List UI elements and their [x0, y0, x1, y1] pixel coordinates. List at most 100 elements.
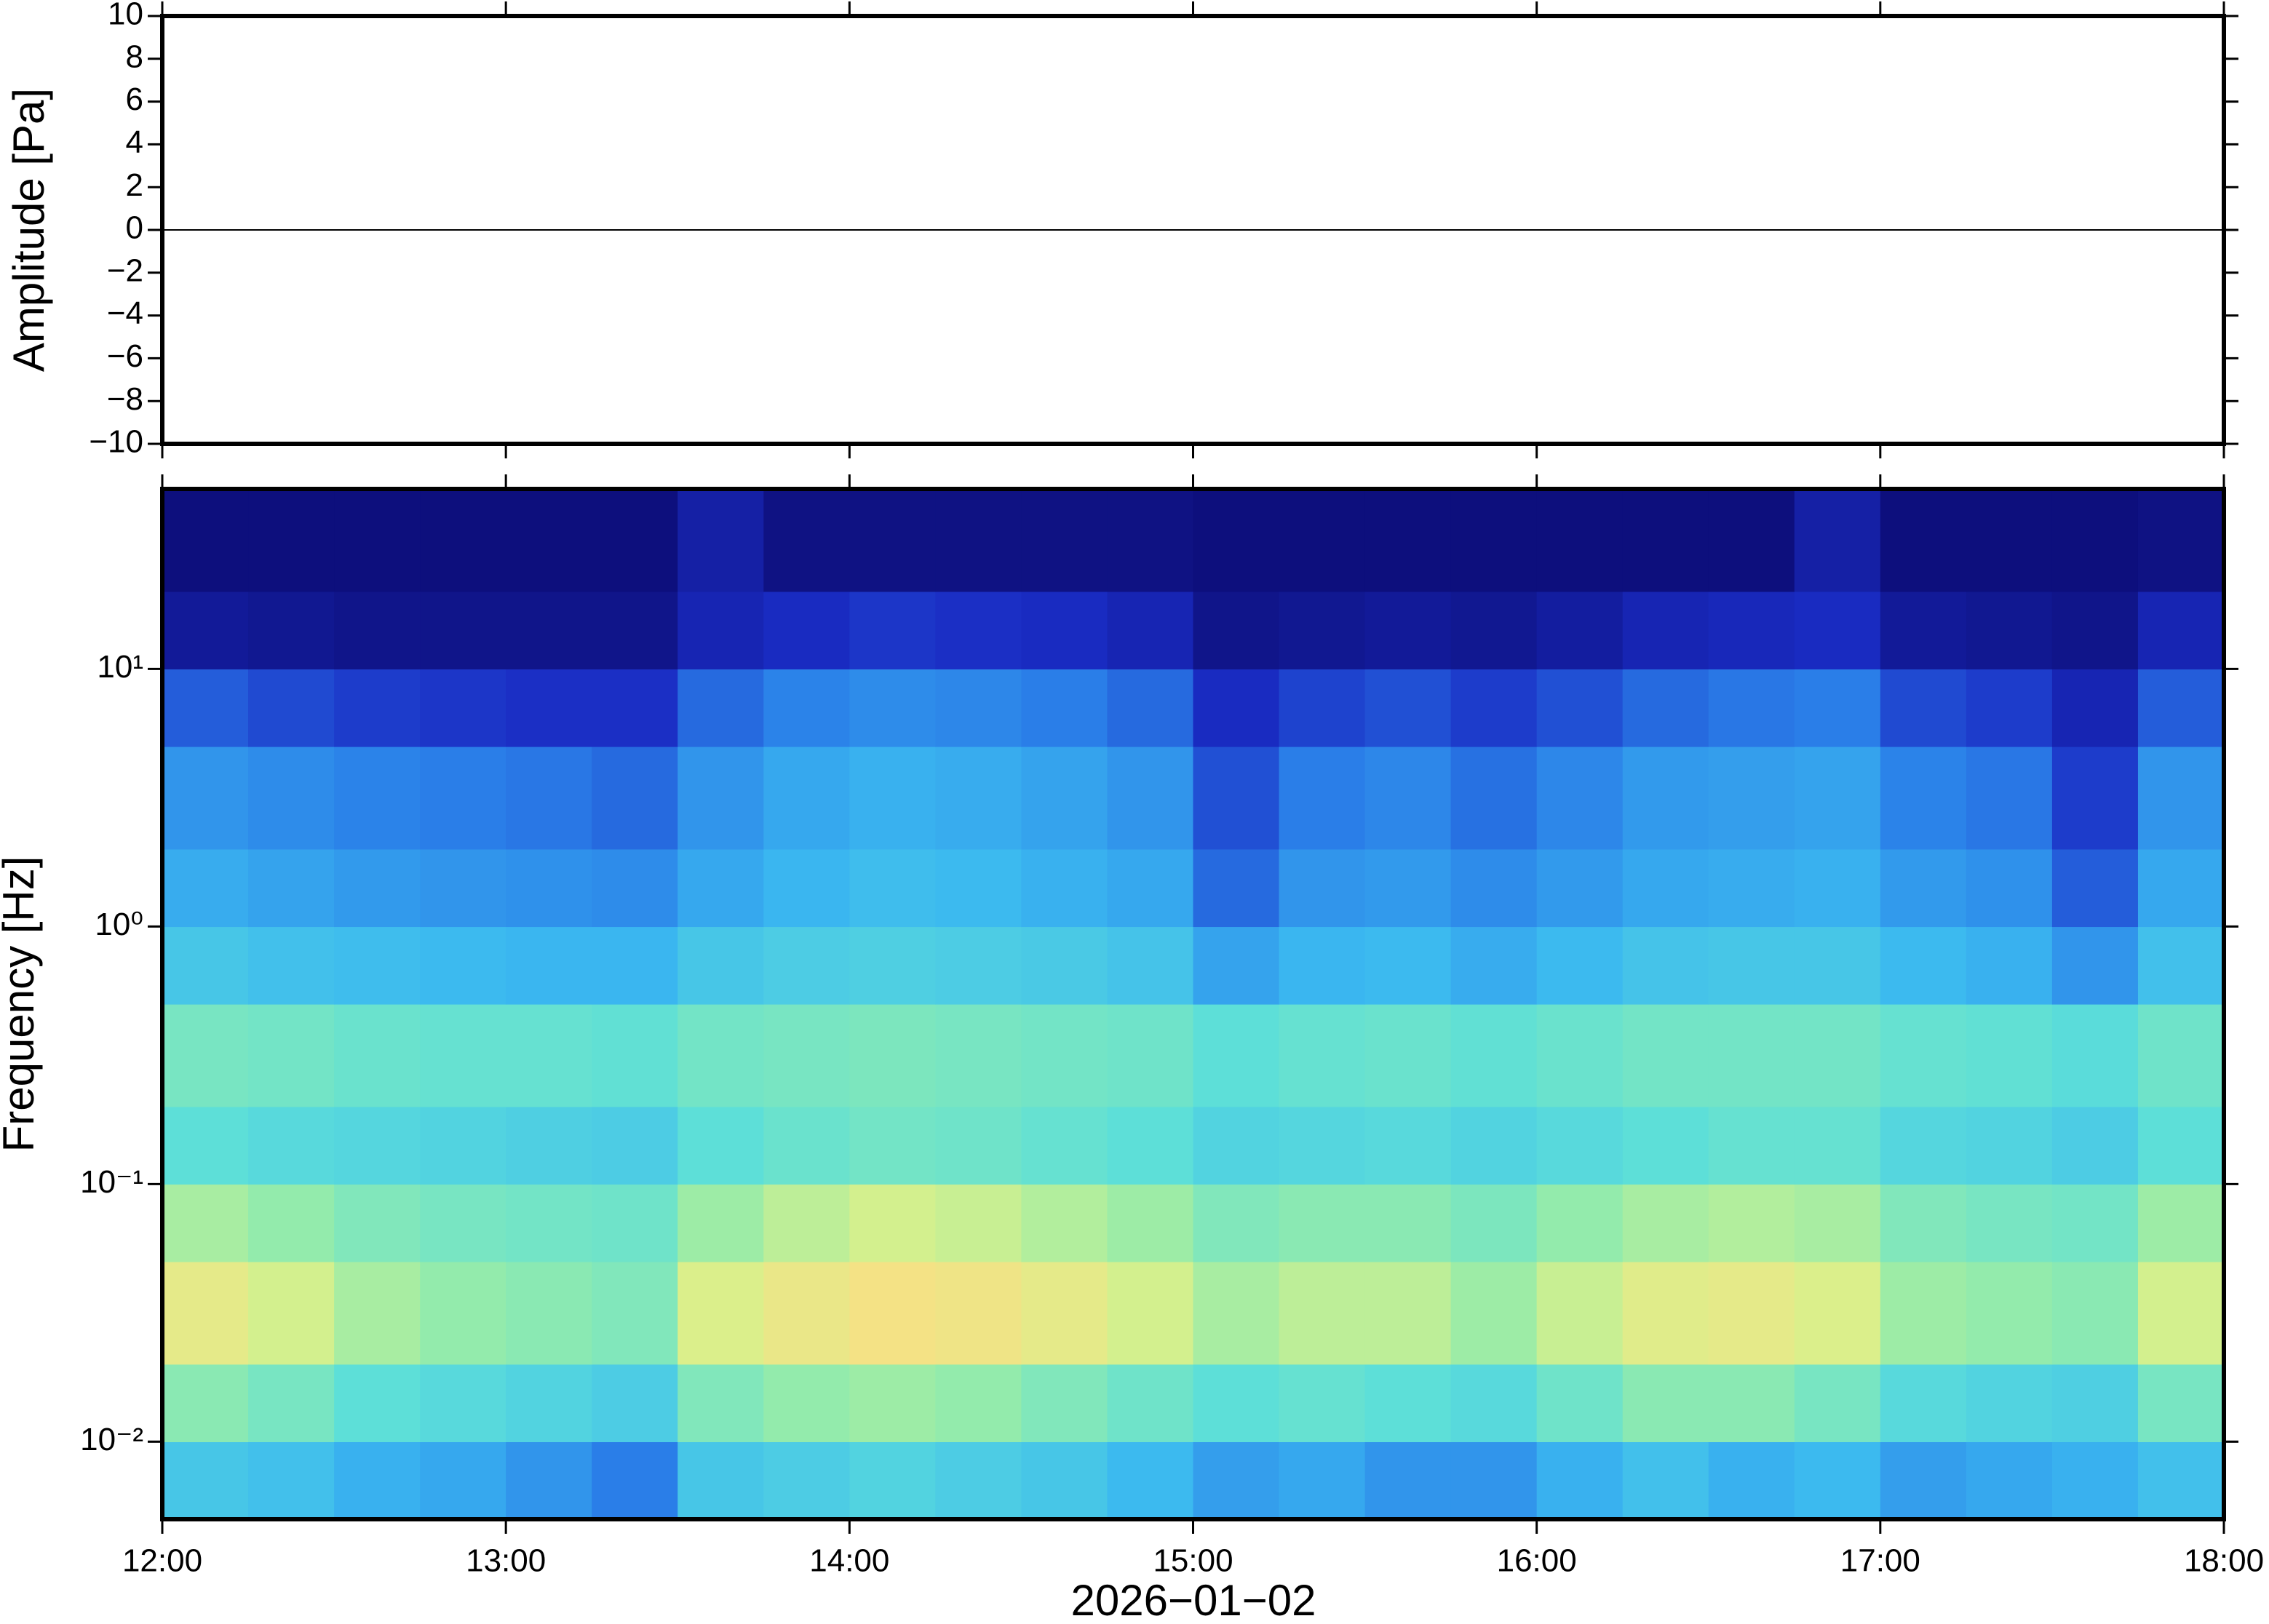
spectrogram-cell [763, 848, 850, 928]
y-tick-label: −10 [89, 424, 143, 460]
spectrogram-cell [248, 1262, 335, 1365]
spectrogram-cell [677, 1441, 764, 1520]
spectrogram-cell [1708, 489, 1795, 592]
spectrogram-cell [1708, 1441, 1795, 1520]
spectrogram-cell [849, 591, 936, 670]
spectrogram-cell [506, 1364, 592, 1443]
spectrogram-cell [162, 747, 249, 850]
spectrogram-cell [1021, 1441, 1108, 1520]
y-tick-label: −4 [107, 295, 143, 331]
spectrogram-cell [1021, 1004, 1108, 1107]
y-axis-label: Frequency [Hz] [0, 856, 43, 1153]
spectrogram-cell [1622, 1106, 1709, 1185]
spectrogram-cell [248, 591, 335, 670]
spectrogram-cell [1107, 926, 1194, 1005]
spectrogram-cell [849, 489, 936, 592]
spectrogram-cell [506, 1441, 592, 1520]
spectrogram-cell [1107, 591, 1194, 670]
spectrogram-cell [763, 1106, 850, 1185]
spectrogram-cell [1622, 669, 1709, 747]
x-axis-label: 2026−01−02 [1070, 1576, 1316, 1624]
spectrogram-cell [1021, 489, 1108, 592]
spectrogram-cell [763, 1184, 850, 1262]
spectrogram-cell [1021, 1262, 1108, 1365]
spectrogram-cell [1193, 489, 1280, 592]
spectrogram-cell [935, 926, 1022, 1005]
spectrogram-cell [1450, 926, 1538, 1005]
spectrogram-cell [592, 1184, 678, 1262]
spectrogram-cell [2137, 1364, 2225, 1443]
spectrogram-cell [420, 1184, 506, 1262]
spectrogram-cell [248, 1364, 335, 1443]
spectrogram-cell [1279, 848, 1366, 928]
spectrogram-cell [248, 747, 335, 850]
spectrogram-cell [935, 1106, 1022, 1185]
spectrogram-cell [2051, 1184, 2139, 1262]
spectrogram-cell [763, 489, 850, 592]
spectrogram-cell [849, 1106, 936, 1185]
spectrogram-cell [2051, 1262, 2139, 1365]
spectrogram-cell [935, 1364, 1022, 1443]
spectrogram-cell [334, 1004, 421, 1107]
spectrogram-cell [420, 747, 506, 850]
spectrogram-cell [1279, 1364, 1366, 1443]
y-tick-label: 4 [126, 124, 143, 160]
spectrogram-cell [2137, 1184, 2225, 1262]
spectrogram-cell [849, 1262, 936, 1365]
spectrogram-cell [1193, 1004, 1280, 1107]
axes: −10 −8 −6 −4 −2 0 2 4 6 8 10 10⁻² 10⁻¹ 10⁰ 10¹ 12:00 13:… [80, 0, 2264, 1579]
spectrogram-cell [763, 591, 850, 670]
spectrogram-cell [2051, 1364, 2139, 1443]
spectrogram-cell [677, 1184, 764, 1262]
spectrogram-cell [1364, 1004, 1452, 1107]
spectrogram-cell [2137, 489, 2225, 592]
spectrogram-cell [1021, 591, 1108, 670]
spectrogram-cell [1193, 591, 1280, 670]
spectrogram-cell [162, 848, 249, 928]
spectrogram-cell [334, 1262, 421, 1365]
spectrogram-cell [763, 1004, 850, 1107]
spectrogram-cell [2051, 747, 2139, 850]
spectrogram-cell [334, 1106, 421, 1185]
spectrogram-cell [1279, 747, 1366, 850]
spectrogram-cell [1536, 591, 1624, 670]
spectrogram-cell [1107, 1106, 1194, 1185]
spectrogram-cell [1622, 848, 1709, 928]
spectrogram-cell [420, 1262, 506, 1365]
spectrogram-cell [1364, 489, 1452, 592]
spectrogram-cell [420, 591, 506, 670]
spectrogram-cell [1966, 1004, 2053, 1107]
spectrogram-cell [1279, 489, 1366, 592]
spectrogram-cell [1794, 1106, 1881, 1185]
spectrogram-cell [1708, 926, 1795, 1005]
spectrogram-cell [592, 848, 678, 928]
spectrogram-cell [1193, 1364, 1280, 1443]
spectrogram-cell [1880, 1364, 1967, 1443]
spectrogram-cell [1536, 1262, 1624, 1365]
spectrogram-cell [1880, 1441, 1967, 1520]
spectrogram-cell [677, 747, 764, 850]
spectrogram-cell [1536, 747, 1624, 850]
spectrogram-cell [420, 1441, 506, 1520]
spectrogram-cell [849, 1184, 936, 1262]
spectrogram-cell [1279, 1441, 1366, 1520]
spectrogram-cell [1880, 1106, 1967, 1185]
spectrogram-cell [162, 489, 249, 592]
x-tick-label: 16:00 [1497, 1543, 1577, 1579]
y-tick-label: 10 [108, 0, 143, 32]
y-tick-label: 8 [126, 39, 143, 74]
spectrogram-cell [1794, 489, 1881, 592]
spectrogram-cell [162, 1441, 249, 1520]
spectrogram-cell [420, 926, 506, 1005]
spectrogram-cell [1279, 926, 1366, 1005]
spectrogram-cell [1193, 1106, 1280, 1185]
spectrogram-cell [677, 489, 764, 592]
spectrogram-cell [1021, 669, 1108, 747]
spectrogram-cell [849, 1441, 936, 1520]
y-tick-label: 10⁻¹ [80, 1164, 143, 1200]
spectrogram-cell [1880, 1262, 1967, 1365]
spectrogram-cell [1193, 669, 1280, 747]
spectrogram-cell [1364, 591, 1452, 670]
spectrogram-cell [2051, 848, 2139, 928]
spectrogram-cell [1794, 747, 1881, 850]
